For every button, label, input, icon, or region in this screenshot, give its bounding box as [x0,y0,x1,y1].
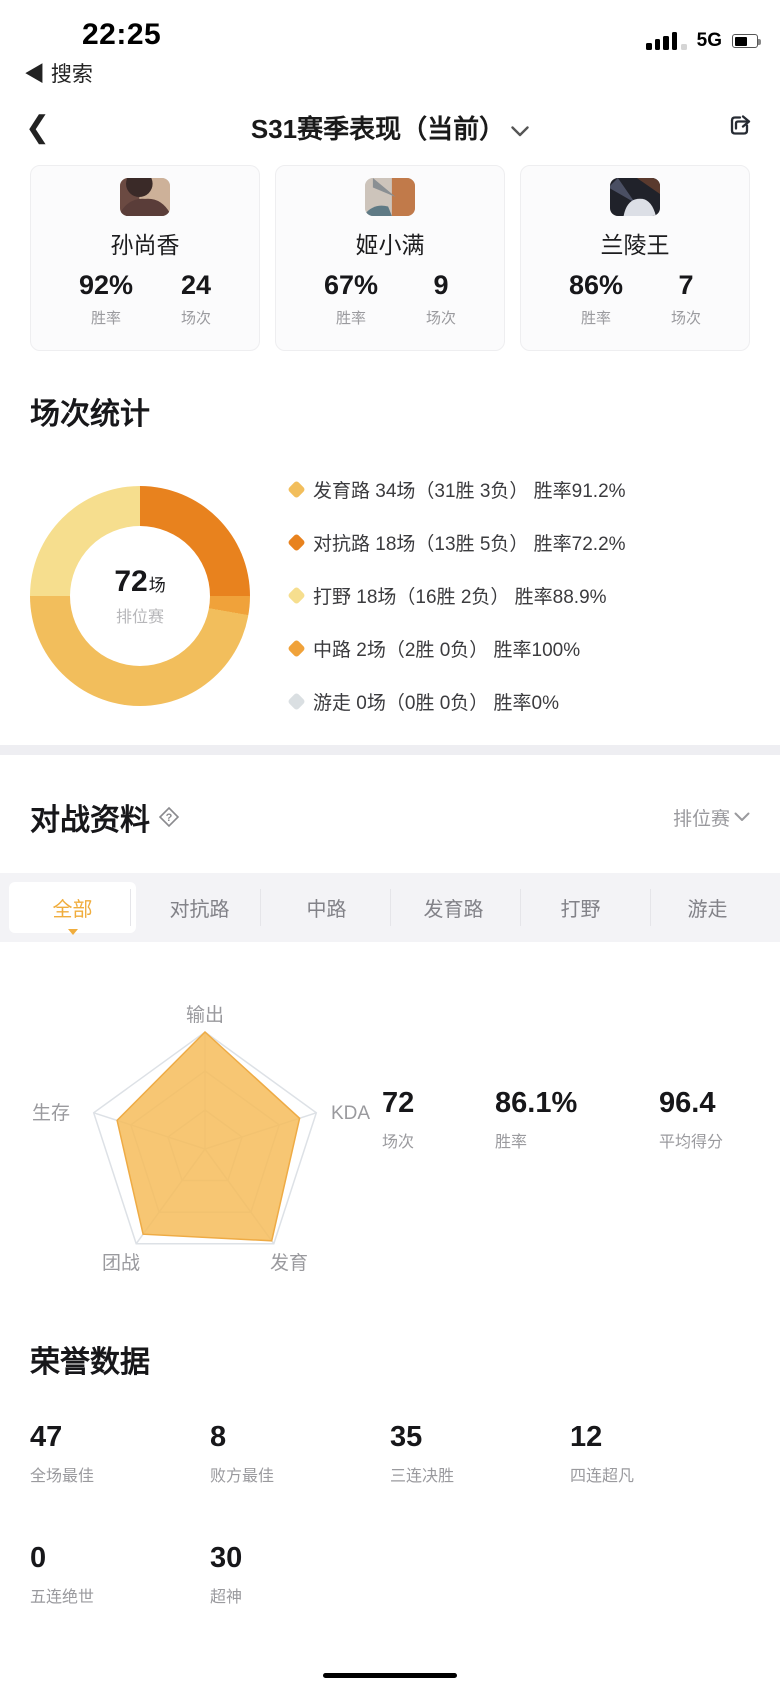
svg-text:?: ? [166,812,173,824]
svg-text:发育: 发育 [270,1252,308,1274]
svg-text:KDA: KDA [331,1103,370,1124]
svg-text:输出: 输出 [186,1004,224,1026]
svg-text:团战: 团战 [102,1252,140,1274]
svg-text:生存: 生存 [32,1102,70,1124]
